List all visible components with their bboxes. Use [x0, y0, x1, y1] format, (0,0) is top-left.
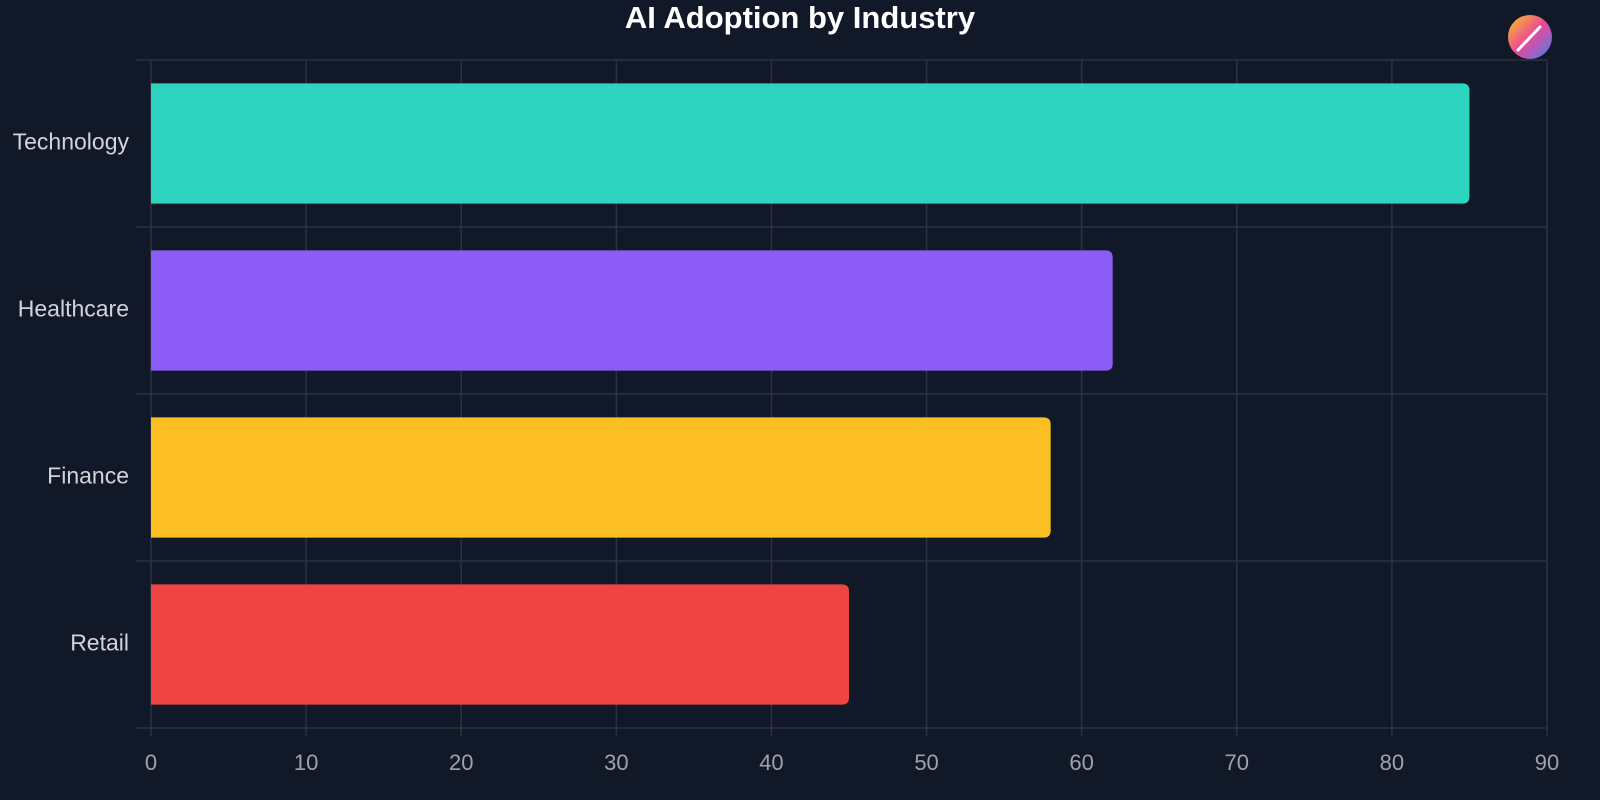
y-tick-label: Healthcare [18, 296, 129, 322]
y-tick-label: Retail [70, 630, 129, 656]
bar [151, 584, 849, 705]
bar [151, 83, 1470, 204]
x-tick-label: 0 [145, 750, 157, 775]
x-tick-label: 50 [914, 750, 938, 775]
y-tick-label: Finance [47, 463, 129, 489]
y-tick-label: Technology [13, 129, 130, 155]
x-tick-label: 60 [1069, 750, 1093, 775]
bar [151, 417, 1051, 538]
x-tick-label: 30 [604, 750, 628, 775]
bar [151, 250, 1113, 371]
x-tick-label: 20 [449, 750, 473, 775]
x-tick-label: 90 [1535, 750, 1559, 775]
x-tick-label: 40 [759, 750, 783, 775]
app-icon[interactable] [1508, 15, 1552, 59]
icon-stroke[interactable] [1516, 25, 1542, 52]
x-tick-label: 10 [294, 750, 318, 775]
x-tick-label: 70 [1225, 750, 1249, 775]
x-tick-label: 80 [1380, 750, 1404, 775]
chart-title: AI Adoption by Industry [625, 0, 976, 35]
